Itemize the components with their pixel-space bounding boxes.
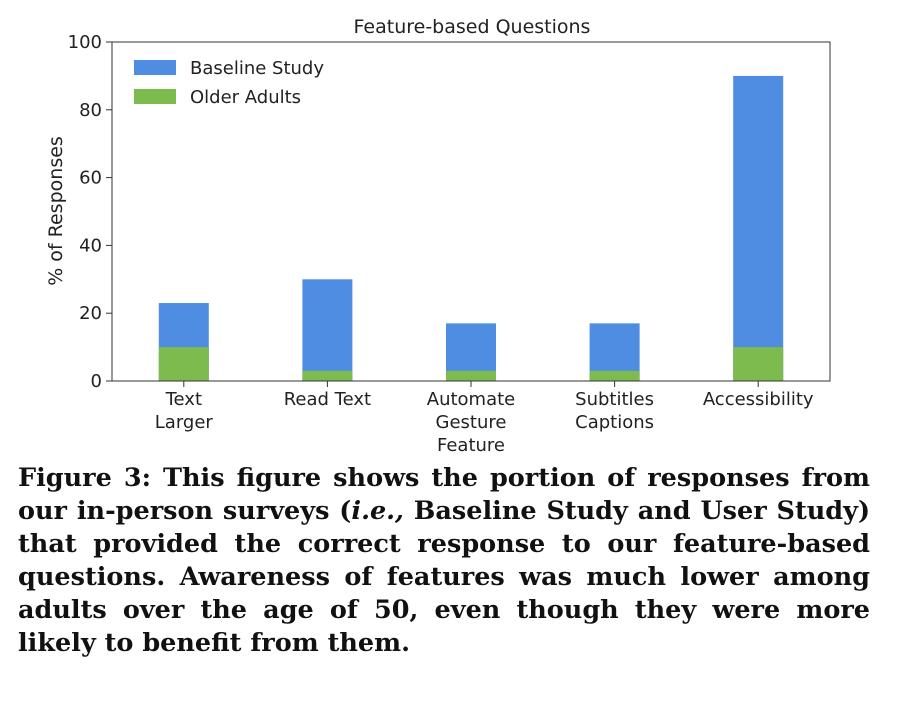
bar-older-adults-0 [158,347,209,381]
x-tick-label: Text Larger [155,389,214,433]
legend-label: Older Adults [190,87,301,108]
caption-label: Figure 3: [18,463,151,493]
x-tick-label: Subtitles Captions [575,389,654,433]
y-axis-label: % of Responses [45,136,67,286]
bar-older-adults-4 [733,347,784,381]
legend-label: Baseline Study [190,58,324,79]
x-tick-label: Automate Gesture Feature [427,389,516,456]
y-tick-label: 60 [79,168,102,189]
caption-text-2: Baseline Study and User Study) that prov… [18,496,871,658]
bar-baseline-study-1 [302,279,353,381]
caption-text-1: This figure shows the portion of respons… [18,463,870,526]
x-tick-label: Read Text [284,389,371,410]
y-tick-label: 20 [79,303,102,324]
y-axis-ticks: 0 20 40 60 80 100 [68,32,112,392]
x-axis-ticks: Text Larger Read Text Automate Gesture Featur… [155,381,814,456]
figure-caption: Figure 3: This figure shows the portion … [18,462,870,660]
x-tick-label: Accessibility [703,389,814,410]
bar-older-adults-3 [589,370,640,381]
bars-group [158,75,784,382]
bar-chart: Feature-based Questions % of Responses 0… [45,16,831,456]
bar-older-adults-1 [302,370,353,381]
bar-baseline-study-4 [733,75,784,382]
legend-swatch [134,89,176,104]
y-tick-label: 40 [79,235,102,256]
legend: Baseline Study Older Adults [134,58,324,108]
bar-older-adults-2 [446,370,496,381]
chart-title: Feature-based Questions [354,16,591,38]
legend-swatch [134,60,176,75]
y-tick-label: 0 [91,371,102,392]
y-tick-label: 100 [68,32,102,53]
caption-ie: i.e., [351,496,404,526]
y-tick-label: 80 [79,100,102,121]
